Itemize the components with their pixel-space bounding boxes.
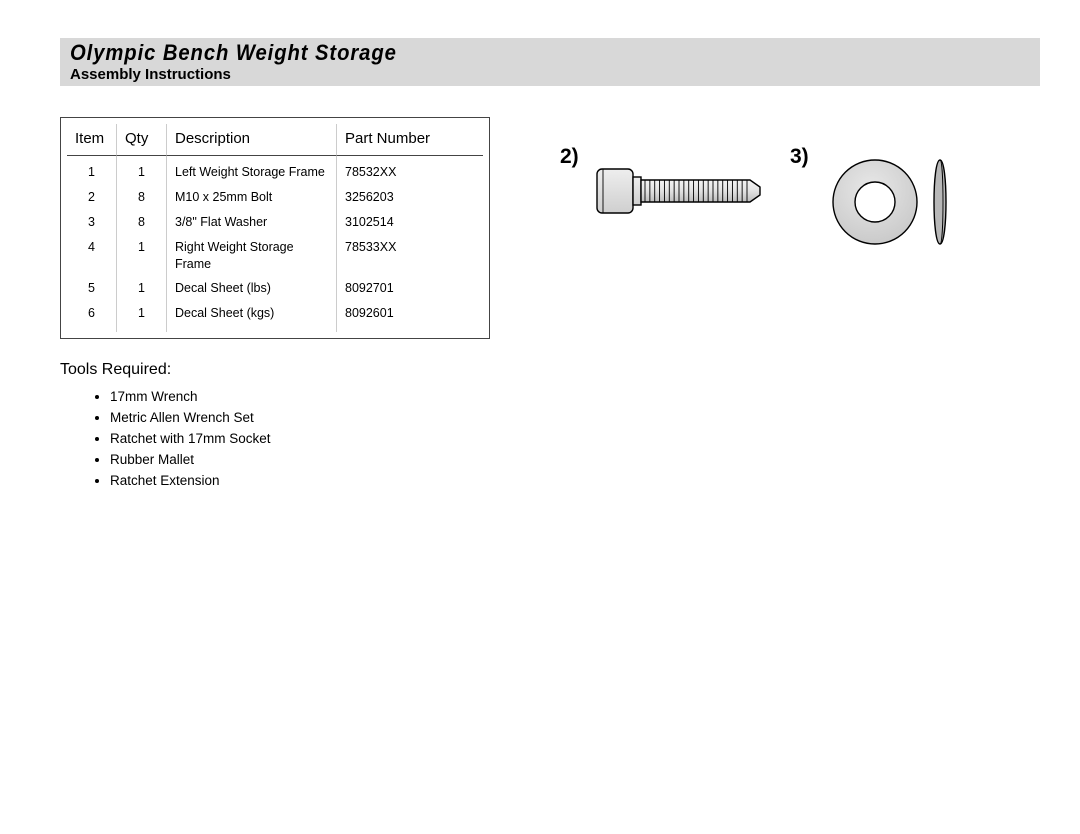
col-header-pn: Part Number: [337, 124, 483, 156]
cell-desc: Left Weight Storage Frame: [167, 156, 337, 181]
table-row: 41Right Weight Storage Frame78533XX: [67, 231, 483, 273]
parts-table: Item Qty Description Part Number 11Left …: [60, 117, 490, 339]
tools-list-item: Ratchet Extension: [110, 471, 490, 492]
cell-item: 4: [67, 231, 117, 273]
tools-heading: Tools Required:: [60, 361, 490, 379]
cell-qty: 1: [117, 156, 167, 181]
page-title: Olympic Bench Weight Storage: [70, 38, 962, 66]
cell-item: 2: [67, 181, 117, 206]
table-row: 61Decal Sheet (kgs)8092601: [67, 297, 483, 332]
cell-desc: Decal Sheet (lbs): [167, 272, 337, 297]
cell-desc: M10 x 25mm Bolt: [167, 181, 337, 206]
diagram-area: 2) 3): [560, 145, 1040, 285]
bolt-icon: [595, 155, 765, 235]
cell-pn: 8092701: [337, 272, 483, 297]
left-column: Item Qty Description Part Number 11Left …: [60, 117, 490, 492]
cell-item: 5: [67, 272, 117, 297]
cell-pn: 8092601: [337, 297, 483, 332]
washer-icon: [830, 152, 970, 252]
table-row: 28M10 x 25mm Bolt3256203: [67, 181, 483, 206]
cell-pn: 78532XX: [337, 156, 483, 181]
cell-pn: 3256203: [337, 181, 483, 206]
cell-qty: 1: [117, 272, 167, 297]
cell-item: 6: [67, 297, 117, 332]
table-row: 11Left Weight Storage Frame78532XX: [67, 156, 483, 181]
tools-list-item: Rubber Mallet: [110, 450, 490, 471]
cell-qty: 1: [117, 231, 167, 273]
cell-item: 3: [67, 206, 117, 231]
tools-list-item: Metric Allen Wrench Set: [110, 408, 490, 429]
cell-desc: 3/8" Flat Washer: [167, 206, 337, 231]
page-subtitle: Assembly Instructions: [70, 66, 1040, 83]
diagram-2-label: 2): [560, 145, 579, 169]
tools-list: 17mm WrenchMetric Allen Wrench SetRatche…: [60, 387, 490, 492]
cell-qty: 8: [117, 181, 167, 206]
tools-list-item: Ratchet with 17mm Socket: [110, 429, 490, 450]
cell-pn: 78533XX: [337, 231, 483, 273]
diagram-3-label: 3): [790, 145, 809, 169]
table-row: 51Decal Sheet (lbs)8092701: [67, 272, 483, 297]
table-row: 383/8" Flat Washer3102514: [67, 206, 483, 231]
col-header-item: Item: [67, 124, 117, 156]
cell-qty: 8: [117, 206, 167, 231]
cell-qty: 1: [117, 297, 167, 332]
cell-pn: 3102514: [337, 206, 483, 231]
tools-list-item: 17mm Wrench: [110, 387, 490, 408]
cell-desc: Right Weight Storage Frame: [167, 231, 337, 273]
col-header-desc: Description: [167, 124, 337, 156]
header-bar: Olympic Bench Weight Storage Assembly In…: [60, 38, 1040, 86]
cell-desc: Decal Sheet (kgs): [167, 297, 337, 332]
cell-item: 1: [67, 156, 117, 181]
table-header-row: Item Qty Description Part Number: [67, 124, 483, 156]
col-header-qty: Qty: [117, 124, 167, 156]
